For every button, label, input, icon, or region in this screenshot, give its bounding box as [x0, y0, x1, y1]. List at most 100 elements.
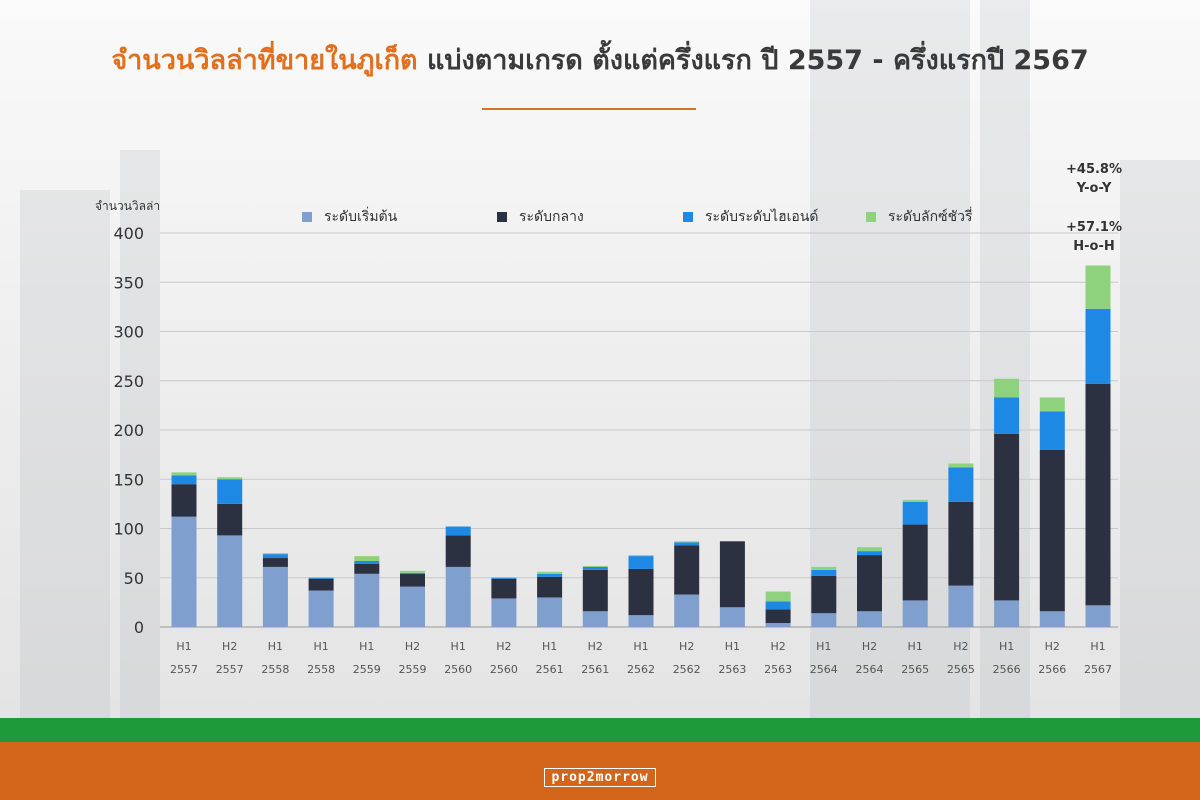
bar-segment	[400, 570, 425, 573]
bar-segment	[171, 516, 197, 627]
brand-logo: prop2morrow	[0, 766, 1200, 787]
bar-segment	[628, 568, 654, 616]
bar-segment	[628, 615, 654, 627]
annotation-value: +57.1%	[1066, 220, 1122, 235]
bar-segment	[719, 541, 745, 608]
bar-segment	[674, 545, 700, 595]
x-tick-label: H1	[359, 640, 374, 653]
bar-segment	[308, 578, 334, 591]
brand-logo-text: prop2morrow	[544, 768, 656, 787]
x-tick-label: H1	[268, 640, 283, 653]
bar-segment	[857, 547, 882, 552]
x-tick-label: 2557	[216, 663, 244, 676]
bar-segment	[628, 555, 654, 557]
x-tick-label: H2	[862, 640, 877, 653]
bar-segment	[400, 572, 425, 574]
x-tick-label: H1	[313, 640, 328, 653]
bar-segment	[994, 433, 1020, 601]
legend-label: ระดับเริ่มต้น	[324, 209, 398, 225]
bar-segment	[582, 565, 608, 567]
x-tick-label: H1	[176, 640, 191, 653]
legend-item-entry: ระดับเริ่มต้น	[302, 206, 397, 228]
x-tick-label: 2562	[627, 663, 655, 676]
legend-swatch	[497, 212, 507, 222]
bar-segment	[537, 573, 563, 577]
title-rest: แบ่งตามเกรด ตั้งแต่ครึ่งแรก ปี 2557 - คร…	[427, 45, 1089, 76]
annotation-value: +45.8%	[1066, 162, 1122, 177]
bar-segment	[857, 551, 882, 556]
x-tick-label: 2560	[444, 663, 472, 676]
x-tick-label: 2559	[399, 663, 427, 676]
bar-segment	[262, 566, 288, 627]
bar-segment	[171, 484, 197, 517]
bar-segment	[857, 555, 882, 612]
legend-item-mid: ระดับกลาง	[497, 206, 584, 228]
footer-green-band	[0, 718, 1200, 742]
bar-segment	[537, 571, 563, 574]
bar-segment	[582, 611, 608, 627]
bar-segment	[354, 561, 380, 564]
x-tick-label: 2565	[901, 663, 929, 676]
bar-segment	[1085, 605, 1111, 627]
bar-segment	[811, 575, 837, 614]
bar-segment	[994, 397, 1020, 434]
bar-segment	[445, 526, 471, 536]
bar-segment	[354, 556, 380, 562]
x-tick-label: H2	[679, 640, 694, 653]
bar-segment	[491, 578, 517, 599]
background-building	[120, 150, 160, 720]
x-tick-label: 2567	[1084, 663, 1112, 676]
x-tick-label: H2	[588, 640, 603, 653]
bar-segment	[902, 501, 928, 525]
bar-segment	[537, 597, 563, 627]
bar-segment	[1039, 411, 1065, 450]
x-tick-label: H1	[451, 640, 466, 653]
page-title: จำนวนวิลล่าที่ขายในภูเก็ต แบ่งตามเกรด ตั…	[0, 38, 1200, 81]
bar-segment	[217, 535, 243, 627]
bar-segment	[948, 585, 974, 627]
y-tick-label: 50	[124, 569, 144, 588]
bar-segment	[445, 535, 471, 567]
bar-segment	[765, 609, 791, 624]
x-tick-label: 2560	[490, 663, 518, 676]
bar-segment	[308, 590, 334, 627]
x-tick-label: H2	[222, 640, 237, 653]
x-tick-label: 2558	[307, 663, 335, 676]
bar-segment	[674, 594, 700, 627]
bar-segment	[400, 586, 425, 627]
bar-segment	[217, 479, 243, 504]
legend-swatch	[302, 212, 312, 222]
bar-segment	[171, 475, 197, 485]
x-tick-label: H2	[496, 640, 511, 653]
bar-segment	[400, 573, 425, 587]
bar-segment	[262, 558, 288, 567]
bar-segment	[1085, 383, 1111, 606]
bar-segment	[902, 600, 928, 627]
y-tick-label: 150	[113, 470, 144, 489]
legend-label: ระดับกลาง	[519, 209, 584, 225]
bar-segment	[491, 598, 517, 627]
y-tick-label: 300	[113, 323, 144, 342]
annotation-label: Y-o-Y	[1076, 181, 1112, 196]
title-highlight: จำนวนวิลล่าที่ขายในภูเก็ต	[111, 45, 418, 76]
x-tick-label: 2566	[993, 663, 1021, 676]
bar-segment	[171, 472, 197, 476]
x-tick-label: H2	[770, 640, 785, 653]
bar-segment	[1085, 308, 1111, 384]
bar-segment	[902, 524, 928, 601]
bar-segment	[582, 566, 608, 570]
x-tick-label: 2558	[261, 663, 289, 676]
bar-segment	[1039, 397, 1065, 412]
bar-segment	[902, 499, 928, 502]
x-tick-label: 2562	[673, 663, 701, 676]
x-tick-label: 2564	[856, 663, 884, 676]
x-tick-label: H2	[953, 640, 968, 653]
y-tick-label: 350	[113, 273, 144, 292]
y-tick-label: 250	[113, 372, 144, 391]
stacked-bar-chart: 0 50 100 150 200 250 300 350 400 H1 2557 H2 2557 H1 25…	[113, 224, 1118, 676]
x-tick-label: H2	[1045, 640, 1060, 653]
bar-segment	[948, 467, 974, 502]
bar-segment	[948, 501, 974, 586]
bar-segment	[308, 577, 334, 579]
bar-segment	[765, 623, 791, 627]
